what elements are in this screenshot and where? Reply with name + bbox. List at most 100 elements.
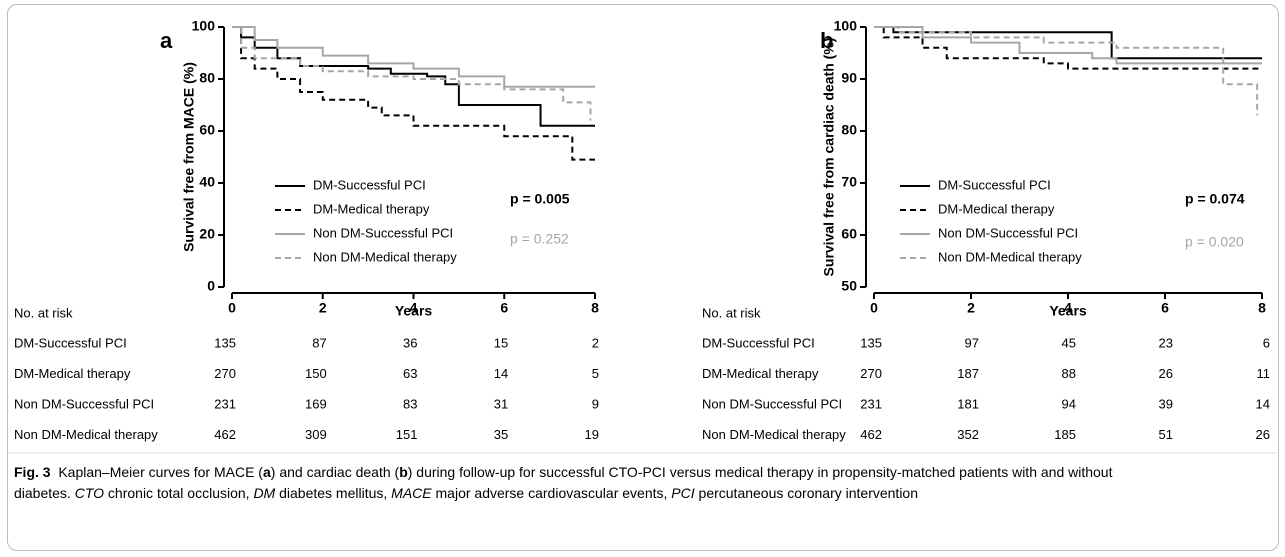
risk-count: 231 bbox=[860, 396, 882, 411]
risk-count: 2 bbox=[592, 335, 599, 350]
caption-text: percutaneous coronary intervention bbox=[694, 485, 918, 501]
risk-row-label: DM-Medical therapy bbox=[14, 366, 131, 381]
y-tick-label: 90 bbox=[841, 70, 857, 86]
y-tick-label: 0 bbox=[207, 278, 215, 294]
y-tick-label: 70 bbox=[841, 174, 857, 190]
panel-label: a bbox=[160, 28, 173, 53]
y-axis-label: Survival free from cardiac death (%) bbox=[821, 38, 837, 277]
caption-text: DM bbox=[253, 485, 276, 501]
caption-text: Kaplan–Meier curves for MACE ( bbox=[58, 464, 263, 480]
y-axis-label: Survival free from MACE (%) bbox=[181, 62, 197, 252]
risk-count: 35 bbox=[494, 427, 508, 442]
risk-row-label: DM-Successful PCI bbox=[702, 335, 815, 350]
legend-label: DM-Medical therapy bbox=[938, 201, 1055, 216]
survival-curve bbox=[232, 26, 592, 121]
risk-row-label: DM-Successful PCI bbox=[14, 335, 127, 350]
x-tick-label: 6 bbox=[500, 300, 508, 316]
risk-table-title: No. at risk bbox=[14, 305, 73, 320]
legend-label: Non DM-Medical therapy bbox=[938, 249, 1082, 264]
x-tick-label: 8 bbox=[1258, 300, 1266, 316]
x-axis-label: Years bbox=[1049, 303, 1087, 319]
legend-label: DM-Medical therapy bbox=[313, 201, 430, 216]
legend-label: Non DM-Successful PCI bbox=[938, 225, 1078, 240]
legend-label: Non DM-Successful PCI bbox=[313, 225, 453, 240]
risk-count: 83 bbox=[403, 396, 417, 411]
risk-count: 19 bbox=[585, 427, 599, 442]
x-tick-label: 6 bbox=[1161, 300, 1169, 316]
y-tick-label: 100 bbox=[192, 18, 216, 34]
risk-count: 36 bbox=[403, 335, 417, 350]
legend-label: DM-Successful PCI bbox=[313, 177, 426, 192]
survival-curve bbox=[232, 26, 595, 88]
p-value: p = 0.252 bbox=[510, 231, 569, 247]
legend-label: DM-Successful PCI bbox=[938, 177, 1051, 192]
figure-frame bbox=[7, 4, 1279, 551]
risk-row-label: Non DM-Successful PCI bbox=[14, 396, 154, 411]
x-tick-label: 2 bbox=[319, 300, 327, 316]
risk-count: 63 bbox=[403, 366, 417, 381]
x-tick-label: 0 bbox=[228, 300, 236, 316]
risk-count: 270 bbox=[214, 366, 236, 381]
caption-text: ) during follow-up for successful CTO-PC… bbox=[14, 464, 1113, 501]
x-tick-label: 8 bbox=[591, 300, 599, 316]
risk-count: 14 bbox=[1256, 396, 1270, 411]
x-tick-label: 4 bbox=[410, 300, 418, 316]
x-tick-label: 4 bbox=[1064, 300, 1072, 316]
risk-count: 270 bbox=[860, 366, 882, 381]
y-tick-label: 20 bbox=[199, 226, 215, 242]
y-tick-label: 80 bbox=[199, 70, 215, 86]
risk-count: 187 bbox=[957, 366, 979, 381]
risk-count: 150 bbox=[305, 366, 327, 381]
risk-count: 26 bbox=[1256, 427, 1270, 442]
risk-count: 15 bbox=[494, 335, 508, 350]
caption-text: major adverse cardiovascular events, bbox=[431, 485, 672, 501]
caption-text: chronic total occlusion, bbox=[104, 485, 254, 501]
risk-count: 185 bbox=[1054, 427, 1076, 442]
risk-count: 169 bbox=[305, 396, 327, 411]
risk-count: 97 bbox=[965, 335, 979, 350]
risk-count: 31 bbox=[494, 396, 508, 411]
caption-text: MACE bbox=[391, 485, 432, 501]
y-tick-label: 50 bbox=[841, 278, 857, 294]
risk-row-label: Non DM-Medical therapy bbox=[702, 427, 846, 442]
risk-count: 231 bbox=[214, 396, 236, 411]
risk-count: 94 bbox=[1062, 396, 1076, 411]
risk-count: 462 bbox=[860, 427, 882, 442]
risk-count: 26 bbox=[1159, 366, 1173, 381]
x-tick-label: 2 bbox=[967, 300, 975, 316]
x-axis-label: Years bbox=[395, 303, 433, 319]
survival-curve bbox=[874, 26, 1262, 70]
x-tick-label: 0 bbox=[870, 300, 878, 316]
risk-count: 23 bbox=[1159, 335, 1173, 350]
caption-text: a bbox=[262, 464, 271, 480]
risk-count: 462 bbox=[214, 427, 236, 442]
p-value: p = 0.005 bbox=[510, 191, 570, 207]
panel-label: b bbox=[820, 28, 833, 53]
risk-count: 88 bbox=[1062, 366, 1076, 381]
y-tick-label: 60 bbox=[199, 122, 215, 138]
y-tick-label: 100 bbox=[834, 18, 858, 34]
risk-count: 45 bbox=[1062, 335, 1076, 350]
risk-row-label: Non DM-Successful PCI bbox=[702, 396, 842, 411]
risk-count: 181 bbox=[957, 396, 979, 411]
risk-count: 309 bbox=[305, 427, 327, 442]
survival-curve bbox=[874, 26, 1262, 65]
risk-count: 5 bbox=[592, 366, 599, 381]
survival-curve bbox=[874, 26, 1259, 116]
risk-table-title: No. at risk bbox=[702, 305, 761, 320]
risk-row-label: Non DM-Medical therapy bbox=[14, 427, 158, 442]
legend-label: Non DM-Medical therapy bbox=[313, 249, 457, 264]
caption-text: ) and cardiac death ( bbox=[270, 464, 400, 480]
y-tick-label: 40 bbox=[199, 174, 215, 190]
risk-count: 14 bbox=[494, 366, 508, 381]
risk-count: 135 bbox=[214, 335, 236, 350]
survival-curve bbox=[232, 26, 595, 127]
risk-row-label: DM-Medical therapy bbox=[702, 366, 819, 381]
risk-count: 39 bbox=[1159, 396, 1173, 411]
risk-count: 51 bbox=[1159, 427, 1173, 442]
y-tick-label: 60 bbox=[841, 226, 857, 242]
caption-text: diabetes mellitus, bbox=[275, 485, 392, 501]
risk-count: 135 bbox=[860, 335, 882, 350]
y-tick-label: 80 bbox=[841, 122, 857, 138]
